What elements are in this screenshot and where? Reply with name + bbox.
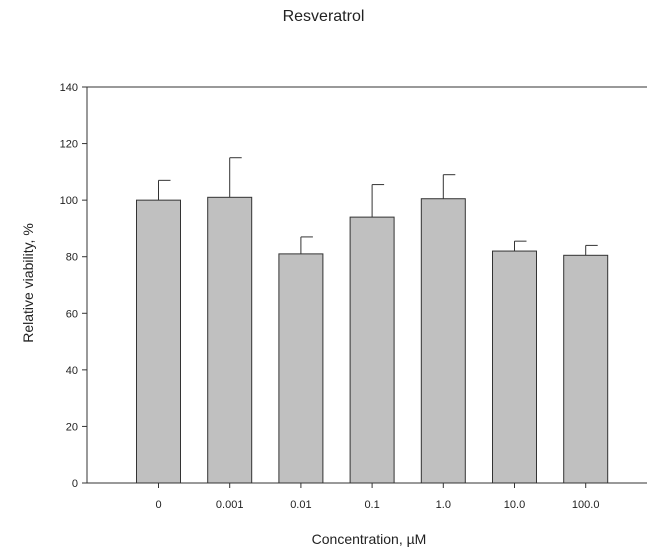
- y-tick-label: 120: [60, 139, 78, 151]
- bar-0.1: [349, 216, 395, 484]
- bar-100.0: [563, 254, 609, 484]
- plot-frame: [86, 86, 647, 484]
- x-tick-label: 0: [155, 499, 161, 511]
- x-tick-label: 0.1: [364, 499, 379, 511]
- x-tick-label: 0.01: [290, 499, 311, 511]
- error-bars-layer: [158, 157, 598, 256]
- chart-title: Resveratrol: [282, 8, 365, 25]
- y-tick-label: 100: [60, 195, 78, 207]
- y-tick-label: 140: [60, 82, 78, 94]
- bars-layer: [136, 196, 609, 484]
- x-tick-label: 1.0: [436, 499, 451, 511]
- bar-1.0: [420, 198, 466, 484]
- y-axis-title: Relative viability, %: [20, 223, 36, 343]
- y-tick-label: 20: [66, 421, 78, 433]
- x-tick-label: 0.001: [216, 499, 244, 511]
- bar-0: [136, 199, 181, 484]
- y-tick-label: 60: [66, 308, 78, 320]
- bar-0.001: [207, 196, 253, 484]
- bar-0.01: [278, 253, 324, 484]
- y-tick-label: 0: [72, 478, 78, 490]
- x-axis-title: Concentration, µM: [312, 531, 427, 547]
- y-tick-label: 80: [66, 252, 78, 264]
- bar-10.0: [492, 250, 537, 484]
- x-tick-label: 100.0: [572, 499, 600, 511]
- axes-layer: 0 20 40 60 80 100 120 140 0 0.001 0.01 0.1 1.0 10.0 10…: [60, 82, 647, 511]
- y-tick-label: 40: [66, 365, 78, 377]
- x-tick-label: 10.0: [504, 499, 525, 511]
